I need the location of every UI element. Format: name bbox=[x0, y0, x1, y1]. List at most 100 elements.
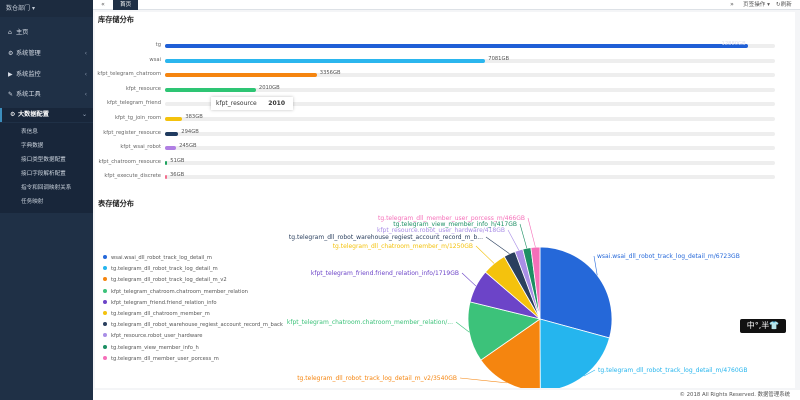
legend-dot bbox=[103, 255, 107, 259]
page-ops-label: 页签操作 bbox=[743, 2, 766, 8]
legend-item[interactable]: tg.telegram_dll_robot_warehouse_regiest_… bbox=[103, 320, 303, 330]
chevron-left-icon: ‹ bbox=[84, 71, 87, 78]
pie-leader-line bbox=[475, 245, 495, 264]
pie-slice[interactable] bbox=[480, 318, 541, 388]
tab-scroll-right-button[interactable]: » bbox=[730, 1, 734, 8]
legend-item[interactable]: tg.telegram_dll_robot_track_log_detail_m bbox=[103, 264, 303, 274]
video-icon: ▶ bbox=[8, 71, 13, 78]
submenu-item-interface-type[interactable]: 接口类型数据配置 bbox=[21, 157, 66, 163]
bar-track bbox=[165, 117, 775, 121]
bar-category-label: kfpt_telegram_chatroom bbox=[97, 71, 161, 78]
chevron-left-icon: ‹ bbox=[84, 91, 87, 98]
legend-dot bbox=[103, 344, 107, 349]
submenu-item-task-mapping[interactable]: 任务映射 bbox=[21, 199, 44, 205]
legend-item[interactable]: tg.telegram_dll_chatroom_member_m bbox=[103, 309, 303, 319]
pie-leader-line bbox=[507, 229, 520, 251]
legend-item[interactable]: tg.telegram_dll_robot_track_log_detail_m… bbox=[103, 275, 303, 285]
legend-label: kfpt_resource.robot_user_hardware bbox=[111, 333, 203, 340]
bar-row: kfpt_register_resource 294GB bbox=[95, 128, 795, 139]
legend-item[interactable]: tg.telegram_view_member_info_h bbox=[103, 343, 303, 353]
bar-value-label: 294GB bbox=[181, 128, 199, 135]
sidebar-item-system-monitor[interactable]: ▶ 系统监控 ‹ bbox=[0, 68, 93, 82]
pie-slice[interactable] bbox=[467, 301, 541, 361]
dept-label: 数仓部门 bbox=[6, 5, 31, 12]
wrench-icon: ✎ bbox=[8, 91, 14, 98]
bar[interactable] bbox=[165, 160, 168, 165]
chevron-left-icon: ‹ bbox=[84, 50, 87, 57]
bar-category-label: kfpt_wsai_robot bbox=[120, 144, 161, 151]
legend-item[interactable]: tg.telegram_dll_member_user_porcess_m bbox=[103, 354, 303, 364]
bar[interactable] bbox=[165, 44, 748, 48]
bar-value-label: 245GB bbox=[179, 143, 197, 150]
pie-leader-line bbox=[461, 272, 477, 287]
legend-label: tg.telegram_dll_member_user_porcess_m bbox=[111, 355, 219, 362]
bar-value-label: 51GB bbox=[170, 157, 185, 164]
page-ops-menu[interactable]: 页签操作 ▾ bbox=[743, 0, 770, 10]
gear-icon: ⚙ bbox=[8, 50, 14, 57]
bar[interactable] bbox=[165, 146, 177, 151]
bar-track bbox=[165, 160, 775, 165]
legend-dot bbox=[103, 288, 107, 293]
submenu-item-dict-data[interactable]: 字典数据 bbox=[21, 143, 44, 149]
legend-item[interactable]: kfpt_resource.robot_user_hardware bbox=[103, 331, 303, 341]
pie-leader-line bbox=[583, 369, 596, 377]
main-panel: 库存储分布 tg 12880GB wsai 7081GB kfpt_telegram_c… bbox=[95, 12, 795, 388]
legend-dot bbox=[103, 299, 107, 304]
pie-slice-label: kfpt_telegram_chatroom.chatroom_member_r… bbox=[287, 319, 453, 326]
chart-tooltip: kfpt_resource 2010 bbox=[211, 97, 293, 110]
submenu-item-table-info[interactable]: 表信息 bbox=[21, 129, 38, 135]
bar-track bbox=[165, 58, 775, 63]
refresh-label: 刷新 bbox=[780, 2, 792, 8]
bar-category-label: kfpt_tg_join_room bbox=[114, 115, 161, 121]
sidebar-item-label: 系统监控 bbox=[16, 71, 41, 78]
legend-label: tg.telegram_dll_robot_warehouse_regiest_… bbox=[111, 322, 283, 329]
bar-category-label: wsai bbox=[149, 56, 161, 63]
sidebar-item-home[interactable]: ⌂ 主页 bbox=[0, 26, 93, 40]
bar[interactable] bbox=[165, 175, 167, 180]
bar[interactable] bbox=[165, 131, 179, 136]
submenu-item-field-parse[interactable]: 接口字段解析配置 bbox=[21, 171, 66, 177]
pie-chart: wsai.wsai_dll_robot_track_log_detail_m/6… bbox=[287, 215, 747, 388]
legend-dot bbox=[103, 311, 107, 315]
bar[interactable] bbox=[165, 73, 317, 78]
footer: © 2018 All Rights Reserved. 数据管理系统 bbox=[93, 390, 800, 400]
pie-slice-label: tg.telegram_dll_robot_warehouse_regiest_… bbox=[289, 234, 483, 241]
pie-slice-label: kfpt_resource.robot_user_hardware/418GB bbox=[377, 227, 505, 234]
bar-category-label: kfpt_register_resource bbox=[103, 129, 161, 136]
pie-slice-label: tg.telegram_view_member_info_h/417GB bbox=[393, 221, 517, 228]
bar-value-label: 7081GB bbox=[488, 55, 510, 62]
bar-category-label: kfpt_resource bbox=[125, 85, 161, 92]
top-bar: « 首页 » 页签操作 ▾ ↻刷新 bbox=[93, 0, 800, 10]
bar[interactable] bbox=[165, 58, 486, 63]
legend-item[interactable]: wsai.wsai_dll_robot_track_log_detail_m bbox=[103, 253, 303, 263]
legend-item[interactable]: kfpt_telegram_chatroom.chatroom_member_r… bbox=[103, 287, 303, 297]
pie-slice-label: tg.telegram_dll_robot_track_log_detail_m… bbox=[297, 375, 457, 382]
legend-dot bbox=[103, 266, 107, 271]
bar-category-label: kfpt_telegram_friend bbox=[106, 100, 161, 107]
table-section-title: 表存储分布 bbox=[98, 199, 134, 208]
bar-row: kfpt_tg_join_room 383GB bbox=[95, 114, 795, 124]
tab-home[interactable]: 首页 bbox=[113, 0, 139, 10]
sidebar-item-label: 主页 bbox=[16, 29, 29, 36]
legend-item[interactable]: kfpt_telegram_friend.friend_relation_inf… bbox=[103, 298, 303, 308]
dept-selector[interactable]: 数仓部门 ▾ bbox=[0, 0, 93, 17]
tab-scroll-left-button[interactable]: « bbox=[101, 1, 105, 8]
sidebar-item-bigdata-config[interactable]: ⚙ 大数据配置 ⌄ bbox=[0, 108, 93, 122]
bar-value-label: 3356GB bbox=[319, 70, 341, 77]
pie-leader-line bbox=[455, 321, 470, 333]
legend-label: wsai.wsai_dll_robot_track_log_detail_m bbox=[111, 255, 212, 261]
tooltip-name: kfpt_resource bbox=[216, 100, 257, 107]
bar[interactable] bbox=[165, 117, 183, 121]
sidebar-item-label: 大数据配置 bbox=[18, 111, 49, 118]
bar-row: kfpt_wsai_robot 245GB bbox=[95, 143, 795, 153]
home-icon: ⌂ bbox=[8, 29, 12, 36]
bar[interactable] bbox=[165, 87, 256, 92]
submenu-item-command-mapping[interactable]: 指令和回调映射关系 bbox=[21, 185, 72, 191]
bar-track bbox=[165, 146, 775, 151]
refresh-button[interactable]: ↻刷新 bbox=[776, 0, 792, 10]
pie-leader-line bbox=[459, 377, 507, 384]
sidebar-item-label: 系统工具 bbox=[16, 91, 41, 98]
sidebar-item-system-tools[interactable]: ✎ 系统工具 ‹ bbox=[0, 88, 93, 102]
sidebar-item-system-admin[interactable]: ⚙ 系统管理 ‹ bbox=[0, 47, 93, 61]
pie-slice[interactable] bbox=[539, 246, 613, 339]
